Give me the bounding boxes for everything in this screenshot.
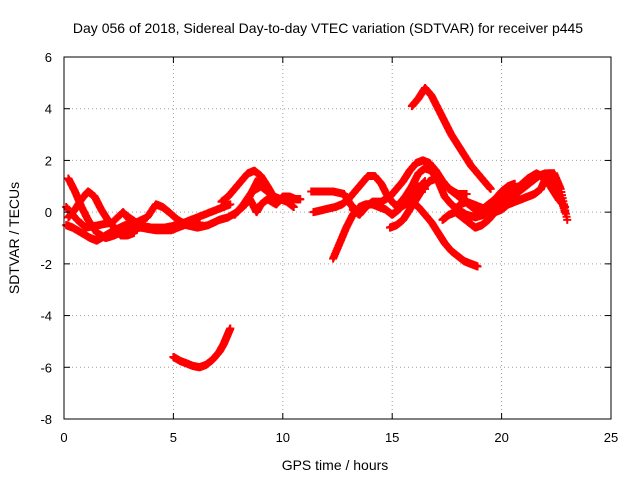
- y-tick-label: -4: [40, 309, 52, 324]
- y-tick-label: 2: [45, 153, 52, 168]
- x-tick-label: 25: [604, 430, 618, 445]
- series-arc-3: [64, 187, 139, 240]
- y-axis-ticks: -8 -6 -4 -2 0 2 4 6: [40, 50, 611, 427]
- data-point: [296, 195, 305, 204]
- data-marks: [62, 84, 572, 372]
- series-arc-17: [407, 84, 495, 193]
- y-tick-label: -6: [40, 360, 52, 375]
- plot-frame: [63, 56, 612, 420]
- x-tick-label: 0: [60, 430, 67, 445]
- chart-title: Day 056 of 2018, Sidereal Day-to-day VTE…: [73, 20, 583, 36]
- series-arc-6: [169, 324, 235, 372]
- y-tick-label: 6: [45, 50, 52, 65]
- x-tick-label: 5: [170, 430, 177, 445]
- data-point: [130, 228, 139, 237]
- series-arc-2: [62, 200, 235, 245]
- data-point: [226, 200, 235, 209]
- data-point: [226, 324, 235, 333]
- data-point: [462, 190, 471, 199]
- data-point: [563, 215, 572, 224]
- y-tick-label: -2: [40, 257, 52, 272]
- data-point: [486, 184, 495, 193]
- x-tick-label: 15: [385, 430, 399, 445]
- series-arc-19: [438, 169, 572, 232]
- data-point: [289, 202, 298, 211]
- x-axis-label: GPS time / hours: [282, 457, 389, 473]
- x-tick-label: 20: [494, 430, 508, 445]
- series-arc-16: [401, 192, 482, 271]
- series-arc-9: [245, 192, 305, 217]
- x-tick-label: 10: [276, 430, 290, 445]
- y-tick-label: -8: [40, 412, 52, 427]
- grid-lines: [64, 57, 611, 419]
- y-axis-label: SDTVAR / TECUs: [6, 182, 22, 294]
- data-point: [473, 262, 482, 271]
- y-tick-label: 0: [45, 205, 52, 220]
- y-tick-label: 4: [45, 102, 52, 117]
- x-axis-ticks: 0 5 10 15 20 25: [60, 57, 618, 445]
